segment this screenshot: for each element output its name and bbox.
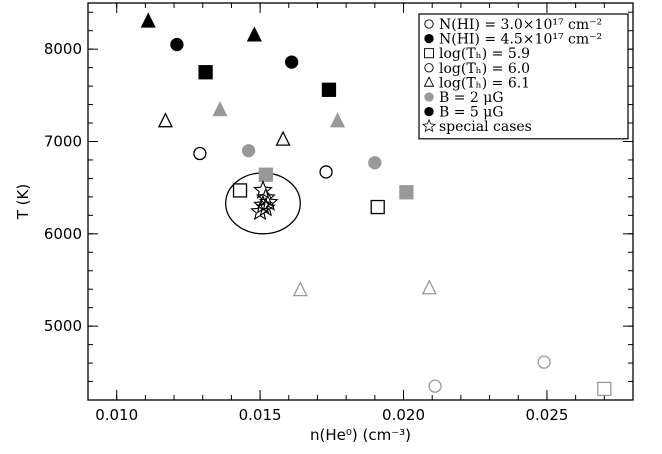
y-tick-label: 5000 xyxy=(44,317,82,335)
tick-labels: 0.010 0.015 0.020 0.025 5000 6000 7000 8000 xyxy=(44,40,569,424)
data-point-circle xyxy=(368,156,382,170)
legend-entry: N(HI) = 4.5×10¹⁷ cm⁻² xyxy=(424,32,602,48)
data-point-star xyxy=(253,194,273,214)
legend-marker-circle xyxy=(424,33,434,44)
legend-label: log(Tₕ) = 5.9 xyxy=(439,46,530,62)
legend-label: log(Tₕ) = 6.1 xyxy=(439,75,530,91)
data-points xyxy=(140,12,612,397)
legend-marker-circle xyxy=(424,63,434,73)
data-point-square xyxy=(370,199,385,215)
data-point-star xyxy=(255,197,276,217)
data-point-circle xyxy=(319,165,333,179)
data-point-triangle xyxy=(140,12,156,28)
plot-frame xyxy=(87,2,634,401)
y-tick-label: 7000 xyxy=(44,132,82,150)
data-point-triangle xyxy=(275,130,291,146)
y-axis-label: T (K) xyxy=(14,184,32,220)
y-tick-label: 6000 xyxy=(44,225,82,243)
x-tick-label: 0.020 xyxy=(382,406,425,424)
legend-entry: log(Tₕ) = 6.0 xyxy=(424,61,530,77)
legend-label: log(Tₕ) = 6.0 xyxy=(439,61,530,77)
data-point-circle xyxy=(428,379,442,393)
data-point-triangle xyxy=(157,112,173,128)
legend-entry: log(Tₕ) = 6.1 xyxy=(423,75,530,91)
data-point-star xyxy=(258,191,279,211)
data-point-triangle xyxy=(330,112,346,128)
data-point-triangle xyxy=(212,101,228,117)
legend-marker-square xyxy=(423,48,435,59)
x-tick-label: 0.015 xyxy=(239,406,282,424)
legend-entry: log(Tₕ) = 5.9 xyxy=(423,46,530,62)
data-point-triangle xyxy=(292,281,308,297)
x-axis-label: n(He⁰) (cm⁻³) xyxy=(310,426,411,444)
legend-label: N(HI) = 4.5×10¹⁷ cm⁻² xyxy=(439,32,602,48)
legend-marker-circle xyxy=(424,92,434,102)
legend-entry: N(HI) = 3.0×10¹⁷ cm⁻² xyxy=(424,17,602,33)
legend-label: B = 5 μG xyxy=(439,105,504,121)
y-tick-label: 8000 xyxy=(44,40,82,58)
data-point-circle xyxy=(193,146,207,161)
x-tick-label: 0.010 xyxy=(95,406,138,424)
legend-label: special cases xyxy=(439,119,532,135)
x-tick-label: 0.025 xyxy=(525,406,568,424)
legend-label: N(HI) = 3.0×10¹⁷ cm⁻² xyxy=(439,17,602,33)
legend-marker-circle xyxy=(424,19,434,29)
data-point-square xyxy=(399,185,414,200)
legend-entry: special cases xyxy=(422,118,532,135)
data-point-square xyxy=(198,65,213,80)
data-point-square xyxy=(321,82,337,97)
legend-label: B = 2 μG xyxy=(439,90,504,106)
data-point-square xyxy=(597,381,612,397)
legend-marker-star xyxy=(422,118,436,133)
legend-box xyxy=(418,13,629,140)
data-point-circle xyxy=(241,144,256,158)
legend-marker-circle xyxy=(424,106,434,117)
legend-marker-triangle xyxy=(423,76,435,87)
data-point-circle xyxy=(285,55,299,69)
data-point-circle xyxy=(170,37,184,52)
data-point-triangle xyxy=(421,279,437,295)
legend: N(HI) = 3.0×10¹⁷ cm⁻²N(HI) = 4.5×10¹⁷ cm… xyxy=(418,13,629,140)
data-point-square xyxy=(232,183,248,198)
data-point-square xyxy=(258,167,273,182)
data-point-circle xyxy=(537,355,551,369)
legend-entry: B = 5 μG xyxy=(424,105,504,121)
data-point-triangle xyxy=(246,26,262,42)
axis-ticks xyxy=(87,3,634,400)
legend-entry: B = 2 μG xyxy=(424,90,504,106)
